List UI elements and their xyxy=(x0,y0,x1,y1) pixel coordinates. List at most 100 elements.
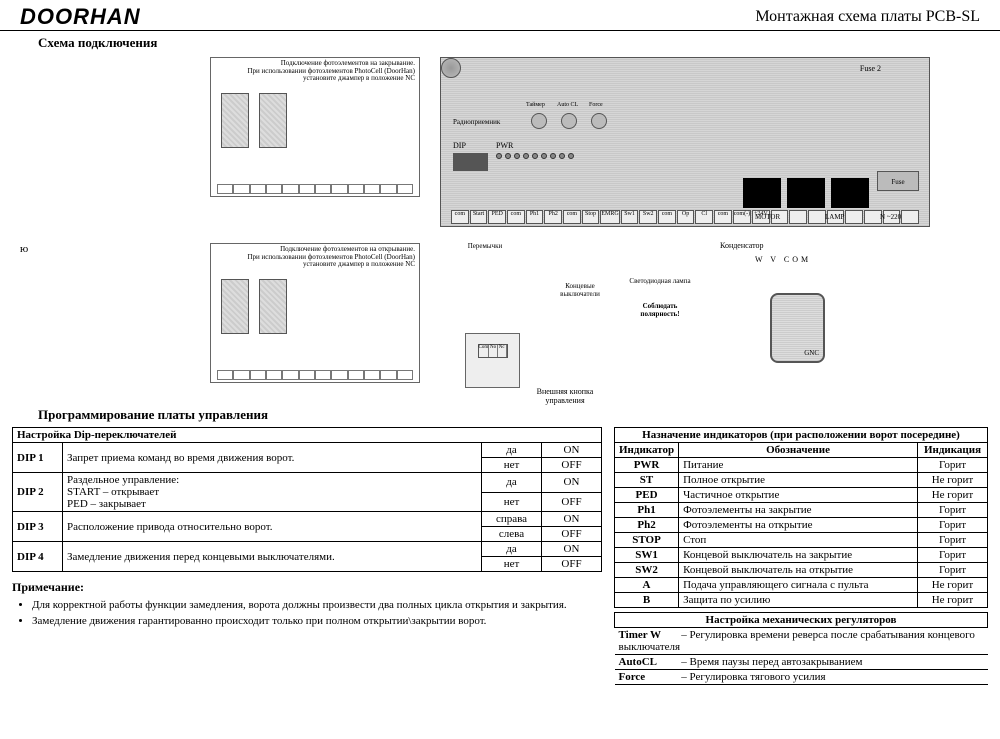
jumper-label: Перемычки xyxy=(455,243,515,251)
indicator-desc: Защита по усилию xyxy=(679,593,918,608)
indicator-desc: Питание xyxy=(679,458,918,473)
indicators-table: Назначение индикаторов (при расположении… xyxy=(614,427,988,608)
indicator-id: B xyxy=(615,593,679,608)
led-icon xyxy=(568,153,574,159)
indicator-state: Не горит xyxy=(918,593,988,608)
dip-onoff: ON xyxy=(542,443,602,458)
mech-item: AutoCL – Время паузы перед автозакрывани… xyxy=(615,655,988,670)
table-row: STOPСтопГорит xyxy=(615,533,988,548)
terminal: com xyxy=(451,210,469,224)
table-row: STПолное открытиеНе горит xyxy=(615,473,988,488)
terminal: com(-) xyxy=(733,210,751,224)
mech-label: AutoCL xyxy=(619,656,679,668)
dip-desc: Замедление движения перед концевыми выкл… xyxy=(63,542,482,572)
chip-icon xyxy=(787,178,825,208)
table-row: DIP 1Запрет приема команд во время движе… xyxy=(13,443,602,458)
led-icon xyxy=(541,153,547,159)
endswitch-label: Концевые выключатели xyxy=(550,283,610,298)
indicator-desc: Полное открытие xyxy=(679,473,918,488)
dip-id: DIP 2 xyxy=(13,473,63,512)
table-row: DIP 3Расположение привода относительно в… xyxy=(13,512,602,527)
led-row xyxy=(496,153,574,159)
led-icon xyxy=(523,153,529,159)
gnc-label: GNC xyxy=(804,349,819,357)
table-row: Ph1Фотоэлементы на закрытиеГорит xyxy=(615,503,988,518)
photocell-terminals xyxy=(217,184,413,194)
led-icon xyxy=(559,153,565,159)
dip-onoff: ON xyxy=(542,473,602,493)
polarity-label: Соблюдать полярность! xyxy=(625,303,695,318)
pot-timer-label: Таймер xyxy=(526,102,545,108)
mech-label: Force xyxy=(619,671,679,683)
pot-force xyxy=(591,113,607,129)
table-row: Force – Регулировка тягового усилия xyxy=(615,670,988,685)
table-row: PWRПитаниеГорит xyxy=(615,458,988,473)
indicators-region: Назначение индикаторов (при расположении… xyxy=(614,427,988,685)
dip-desc: Расположение привода относительно ворот. xyxy=(63,512,482,542)
indicator-desc: Фотоэлементы на открытие xyxy=(679,518,918,533)
pot-autocl xyxy=(561,113,577,129)
mech-title: Настройка механических регуляторов xyxy=(615,613,988,628)
indicator-id: PWR xyxy=(615,458,679,473)
pot-timer xyxy=(531,113,547,129)
dip-state: да xyxy=(482,542,542,557)
photocell-rx-icon xyxy=(259,93,287,148)
fuse2-icon xyxy=(441,58,461,78)
dip-table: Настройка Dip-переключателей DIP 1Запрет… xyxy=(12,427,602,572)
terminal: com xyxy=(658,210,676,224)
table-row: AПодача управляющего сигнала с пультаНе … xyxy=(615,578,988,593)
table-row: Timer W – Регулировка времени реверса по… xyxy=(615,628,988,655)
dip-state: нет xyxy=(482,458,542,473)
header: DOORHAN Монтажная схема платы PCB-SL xyxy=(0,0,1000,31)
photocell-rx-icon xyxy=(259,279,287,334)
photocell-open-caption: Подключение фотоэлементов на открывание.… xyxy=(215,246,415,269)
motor-label: MOTOR xyxy=(755,213,780,221)
notes-title: Примечание: xyxy=(12,580,602,595)
dip-label: DIP xyxy=(453,141,466,150)
external-button-terminals: ComNoNc xyxy=(478,344,508,358)
pwr-label: PWR xyxy=(496,141,513,150)
dip-onoff: ON xyxy=(542,542,602,557)
table-row: AutoCL – Время паузы перед автозакрывани… xyxy=(615,655,988,670)
led-icon xyxy=(532,153,538,159)
terminal xyxy=(808,210,826,224)
dip-onoff: OFF xyxy=(542,458,602,473)
dip-onoff: OFF xyxy=(542,557,602,572)
ledlamp-label: Светодиодная лампа xyxy=(625,278,695,286)
col-header: Индикация xyxy=(918,443,988,458)
relay-chips xyxy=(743,178,869,208)
terminal: PED xyxy=(488,210,506,224)
indicator-desc: Частичное открытие xyxy=(679,488,918,503)
stray-char: ю xyxy=(20,243,28,255)
fuse2-label: Fuse 2 xyxy=(860,64,881,73)
pot-autocl-label: Auto CL xyxy=(557,102,578,108)
mech-table: Настройка механических регуляторов Timer… xyxy=(614,612,988,685)
indicator-state: Горит xyxy=(918,503,988,518)
indicator-state: Горит xyxy=(918,533,988,548)
mech-item: Timer W – Регулировка времени реверса по… xyxy=(615,628,988,655)
photocell-tx-icon xyxy=(221,93,249,148)
dip-onoff: OFF xyxy=(542,527,602,542)
led-icon xyxy=(505,153,511,159)
photocell-close-box: Подключение фотоэлементов на закрывание.… xyxy=(210,57,420,197)
indicator-id: Ph2 xyxy=(615,518,679,533)
indicator-desc: Стоп xyxy=(679,533,918,548)
indicator-state: Горит xyxy=(918,518,988,533)
indicator-id: SW1 xyxy=(615,548,679,563)
col-header: Индикатор xyxy=(615,443,679,458)
terminal: Ph1 xyxy=(526,210,544,224)
terminal: Ph2 xyxy=(544,210,562,224)
terminal: Start xyxy=(470,210,488,224)
indicator-state: Горит xyxy=(918,548,988,563)
pot-force-label: Force xyxy=(589,102,603,108)
dip-desc: Раздельное управление: START – открывает… xyxy=(63,473,482,512)
dip-state: да xyxy=(482,473,542,493)
note-item: Для корректной работы функции замедления… xyxy=(32,599,602,611)
programming-section-title: Программирование платы управления xyxy=(38,407,1000,423)
fuse-box: Fuse xyxy=(877,171,919,191)
document-title: Монтажная схема платы PCB-SL xyxy=(755,8,980,26)
dip-state: нет xyxy=(482,492,542,512)
indicator-desc: Концевой выключатель на закрытие xyxy=(679,548,918,563)
indicator-desc: Подача управляющего сигнала с пульта xyxy=(679,578,918,593)
chip-icon xyxy=(831,178,869,208)
